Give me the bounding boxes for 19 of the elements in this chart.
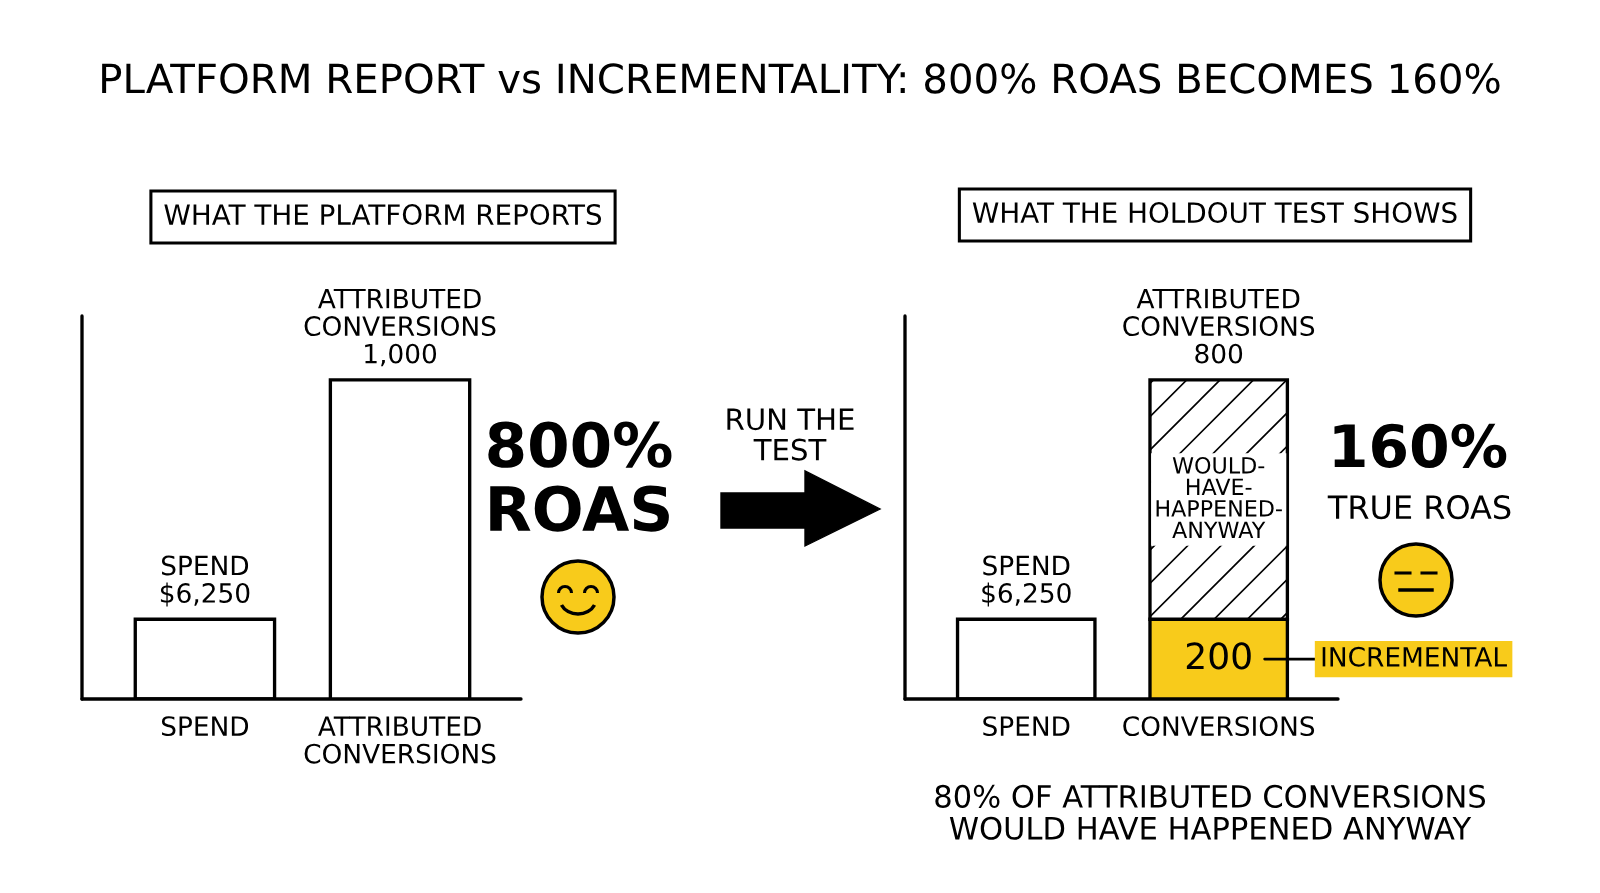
text: PLATFORM REPORT vs INCREMENTALITY: 800% ROAS BECOMES 160% xyxy=(102,63,1500,94)
chart-subtitle: WHAT THE PLATFORM REPORTS xyxy=(164,204,602,226)
legend-label: INCREMENTAL xyxy=(1322,646,1507,667)
chart-subtitle: WHAT THE HOLDOUT TEST SHOWS xyxy=(972,202,1457,224)
x-tick-label: SPEND xyxy=(983,716,1070,737)
data-label: SPEND $6,250 xyxy=(160,555,250,607)
x-tick-label: ATTRIBUTED CONVERSIONS xyxy=(304,716,496,764)
x-tick-label: CONVERSIONS xyxy=(1123,716,1315,737)
annotation: 800% ROAS xyxy=(488,421,672,532)
total-label: ATTRIBUTED CONVERSIONS 800 xyxy=(1123,288,1315,364)
annotation: 160% xyxy=(1334,423,1507,468)
data-label: SPEND $6,250 xyxy=(982,555,1071,607)
x-tick-label: SPEND xyxy=(161,716,249,737)
data-label: ATTRIBUTED CONVERSIONS 1,000 xyxy=(304,288,496,367)
text: 80% OF ATTRIBUTED CONVERSIONS WOULD HAVE HAPPENED ANYWAY xyxy=(935,784,1486,840)
series-label: WOULD- HAVE- HAPPENED- ANYWAY xyxy=(1156,456,1282,538)
text: RUN THE TEST xyxy=(727,408,854,461)
annotation: TRUE ROAS xyxy=(1327,495,1511,520)
data-label: 200 xyxy=(1186,642,1251,670)
